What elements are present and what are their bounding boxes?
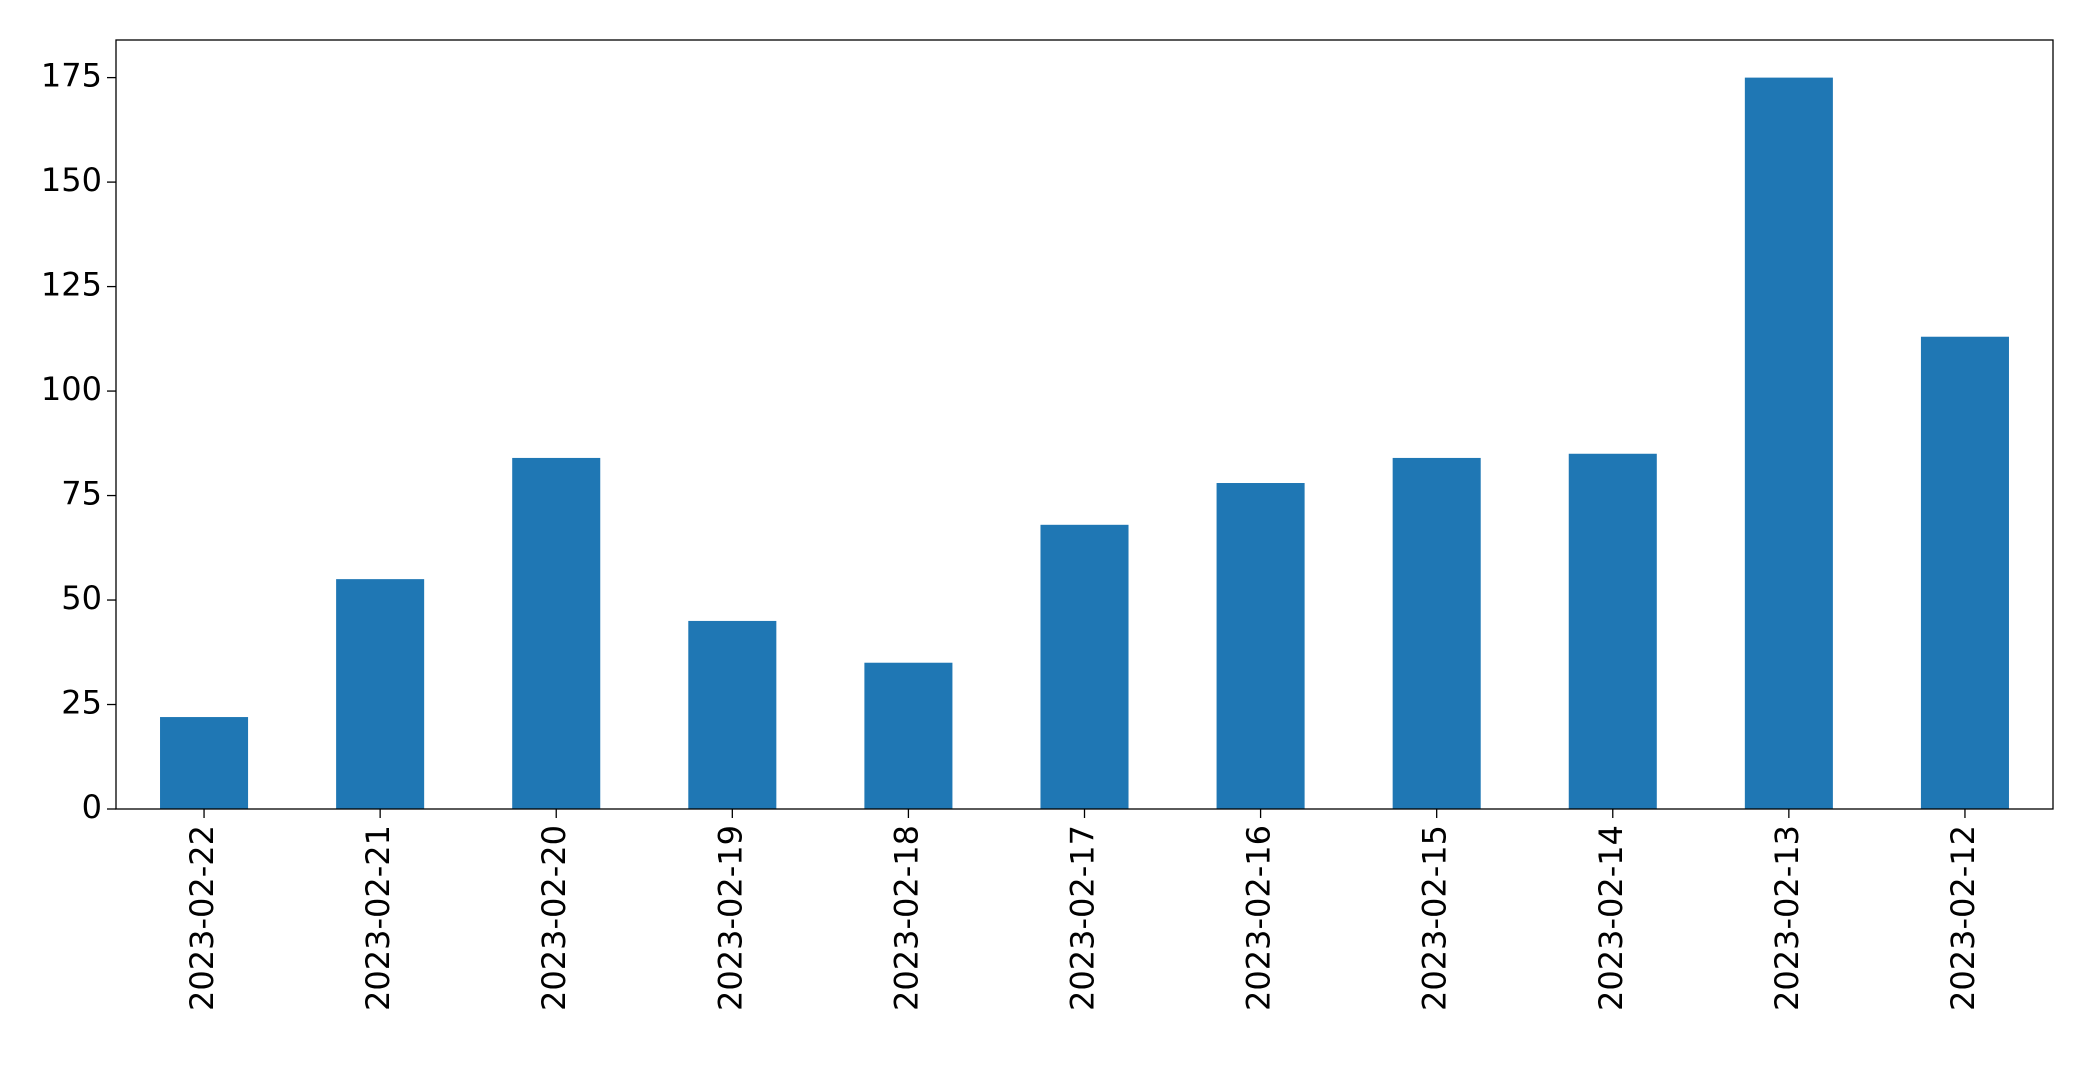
bar <box>336 579 425 809</box>
plot-frame <box>115 39 2054 810</box>
x-tick-label: 2023-02-15 <box>1416 825 1454 1011</box>
x-tick-label: 2023-02-19 <box>711 825 749 1011</box>
bar <box>1392 457 1481 809</box>
y-tick-label: 0 <box>82 788 102 826</box>
bar <box>512 457 601 809</box>
bar <box>1920 336 2009 809</box>
y-tick-label: 100 <box>41 370 102 408</box>
x-tick-label: 2023-02-16 <box>1240 825 1278 1011</box>
y-tick-label: 125 <box>41 266 102 304</box>
y-tick-label: 150 <box>41 161 102 199</box>
bar <box>160 717 249 809</box>
y-tick-label: 175 <box>41 57 102 95</box>
y-tick-label: 25 <box>61 684 102 722</box>
bar <box>864 662 953 809</box>
x-tick-label: 2023-02-12 <box>1944 825 1982 1011</box>
x-tick-label: 2023-02-17 <box>1064 825 1102 1011</box>
y-tick-label: 50 <box>61 579 102 617</box>
bar <box>1568 453 1657 809</box>
bar <box>1744 77 1833 809</box>
x-tick-label: 2023-02-21 <box>359 825 397 1011</box>
bar <box>1216 483 1305 809</box>
bar <box>1040 524 1129 809</box>
x-tick-label: 2023-02-13 <box>1768 825 1806 1011</box>
bar <box>688 620 777 809</box>
x-tick-label: 2023-02-14 <box>1592 825 1630 1011</box>
x-tick-label: 2023-02-22 <box>183 825 221 1011</box>
x-tick-label: 2023-02-20 <box>535 825 573 1011</box>
x-tick-label: 2023-02-18 <box>887 825 925 1011</box>
y-tick-label: 75 <box>61 475 102 513</box>
